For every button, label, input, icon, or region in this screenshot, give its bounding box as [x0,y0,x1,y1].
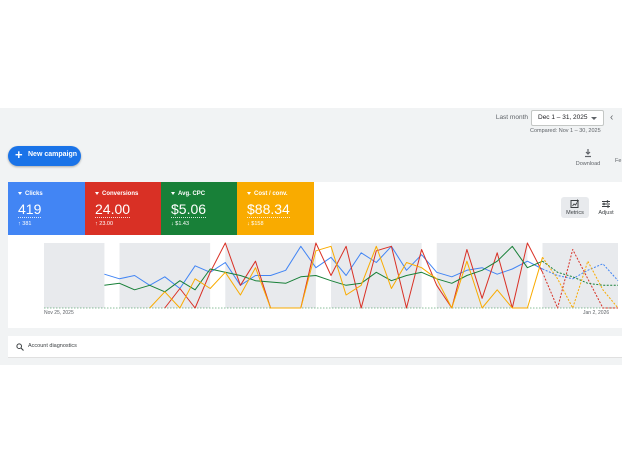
date-preset-label: Last month [495,114,528,121]
dropdown-caret-icon [171,191,175,195]
series-line-3-solid [104,245,543,293]
compare-range-text: Compared: Nov 1 – 30, 2025 [530,128,601,134]
scorecard-value: 24.00 [95,201,131,218]
dropdown-caret-icon [95,191,99,195]
scorecard-value: $5.06 [171,201,207,218]
date-range-value: Dec 1 – 31, 2025 [538,114,588,121]
new-campaign-button[interactable]: + New campaign [8,146,81,166]
metrics-button[interactable]: Metrics [561,197,589,218]
series-line-2-solid [164,242,543,309]
scorecard-name: Clicks [25,191,43,197]
account-diagnostics-label: Account diagnostics [28,343,77,349]
scorecard-value: $88.34 [247,201,290,218]
scorecard-delta: ↑ 381 [18,221,32,227]
bottom-blank-area [0,365,622,476]
download-icon [585,149,591,158]
scorecard-clicks[interactable]: Clicks 419 ↑ 381 [8,182,85,235]
scorecard-delta: ↓ $1.43 [171,221,190,227]
series-line-3-projected [542,260,618,286]
series-line-4-solid [149,245,543,309]
truncated-toolbar-label[interactable]: Fe [615,158,622,164]
scorecard-cost-per-conv[interactable]: Cost / conv. $88.34 ↓ $158 [237,182,314,235]
series-line-4-projected [542,257,619,309]
scorecard-name: Avg. CPC [178,191,206,197]
search-diagnostics-icon [16,343,24,351]
plus-icon: + [15,147,23,162]
scorecard-delta: ↓ $158 [247,221,264,227]
x-axis-end-label: Jan 2, 2026 [583,310,610,316]
weekend-band [44,243,105,308]
new-campaign-label: New campaign [28,151,78,158]
performance-line-chart [44,242,619,309]
scorecard-name: Conversions [102,191,139,197]
scorecard-delta: ↑ 23.00 [95,221,114,227]
scorecard-conversions[interactable]: Conversions 24.00 ↑ 23.00 [85,182,161,235]
tune-icon [602,200,610,208]
scorecard-value: 419 [18,201,42,218]
dropdown-caret-icon [18,191,22,195]
dropdown-caret-icon [591,117,597,120]
chevron-left-icon[interactable]: ‹ [610,112,614,123]
dropdown-caret-icon [247,191,251,195]
download-button[interactable]: Download [574,148,602,167]
date-range-select[interactable]: Dec 1 – 31, 2025 [531,110,604,126]
series-line-2-projected [542,249,618,309]
top-blank-area [0,0,622,108]
account-diagnostics-row[interactable]: Account diagnostics [8,336,622,358]
download-label: Download [575,161,601,167]
scorecard-name: Cost / conv. [254,191,288,197]
metrics-label: Metrics [566,210,584,216]
adjust-button[interactable]: Adjust [593,197,619,218]
x-axis-start-label: Nov 25, 2025 [44,310,74,316]
adjust-label: Adjust [598,210,614,216]
chart-metrics-icon [570,199,579,208]
scorecard-avg-cpc[interactable]: Avg. CPC $5.06 ↓ $1.43 [161,182,237,235]
